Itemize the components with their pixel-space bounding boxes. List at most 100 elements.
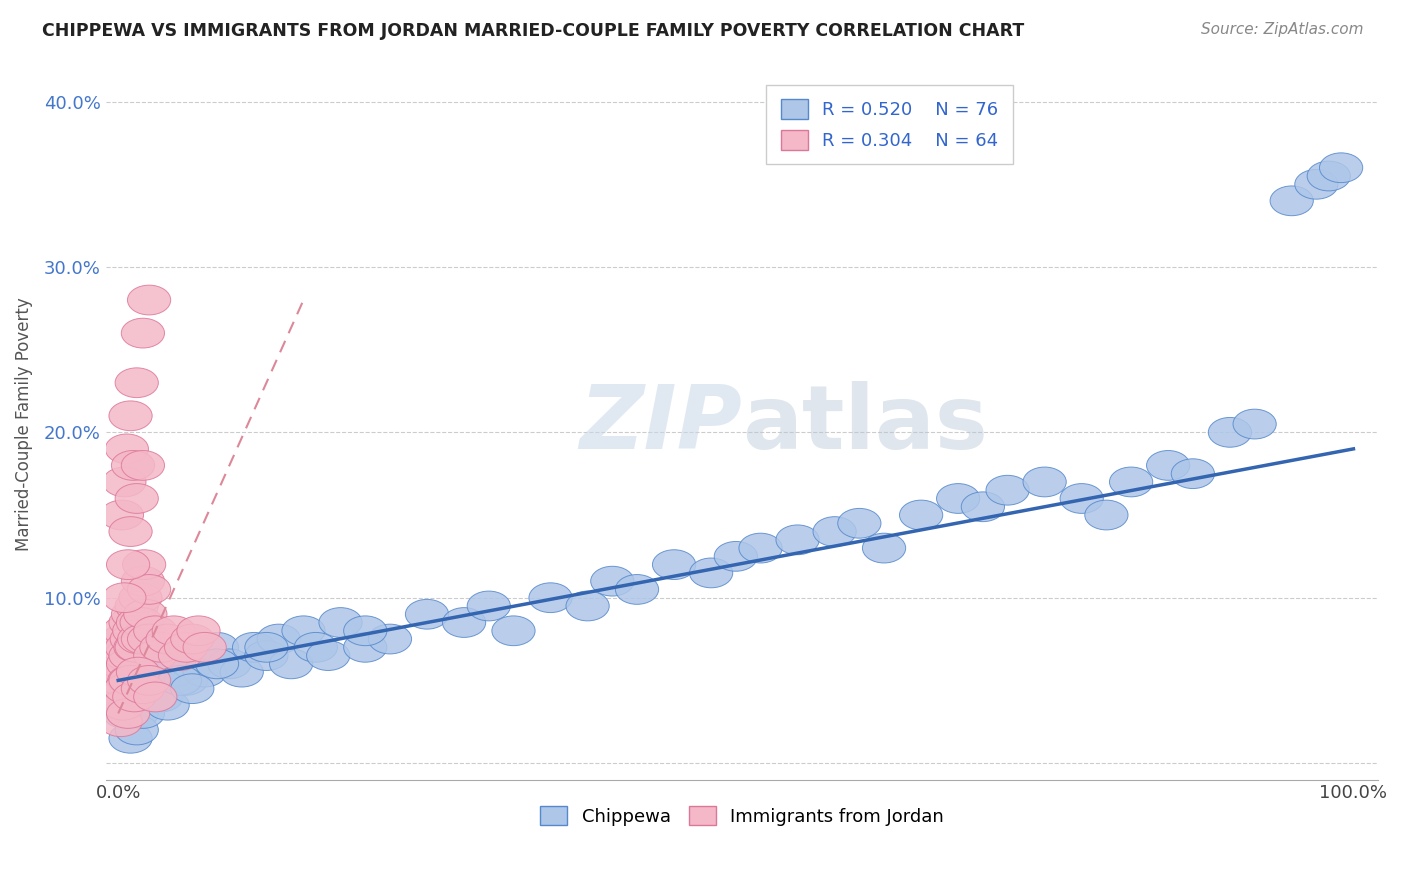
Ellipse shape	[368, 624, 412, 654]
Ellipse shape	[343, 632, 387, 662]
Ellipse shape	[121, 318, 165, 348]
Ellipse shape	[134, 682, 177, 712]
Ellipse shape	[115, 715, 159, 745]
Text: CHIPPEWA VS IMMIGRANTS FROM JORDAN MARRIED-COUPLE FAMILY POVERTY CORRELATION CHA: CHIPPEWA VS IMMIGRANTS FROM JORDAN MARRI…	[42, 22, 1025, 40]
Ellipse shape	[652, 549, 696, 580]
Ellipse shape	[862, 533, 905, 563]
Ellipse shape	[121, 624, 165, 654]
Ellipse shape	[740, 533, 782, 563]
Ellipse shape	[121, 698, 165, 729]
Ellipse shape	[112, 682, 156, 712]
Ellipse shape	[111, 450, 155, 480]
Ellipse shape	[103, 467, 146, 497]
Ellipse shape	[195, 649, 239, 679]
Ellipse shape	[128, 673, 170, 704]
Ellipse shape	[103, 615, 146, 646]
Ellipse shape	[962, 491, 1004, 522]
Ellipse shape	[108, 640, 152, 671]
Ellipse shape	[529, 582, 572, 613]
Ellipse shape	[124, 599, 167, 629]
Ellipse shape	[120, 607, 163, 638]
Ellipse shape	[107, 698, 149, 729]
Ellipse shape	[405, 599, 449, 629]
Ellipse shape	[128, 574, 170, 604]
Ellipse shape	[443, 607, 485, 638]
Ellipse shape	[159, 640, 201, 671]
Ellipse shape	[108, 401, 152, 431]
Ellipse shape	[136, 665, 180, 695]
Ellipse shape	[107, 549, 149, 580]
Ellipse shape	[1308, 161, 1350, 191]
Text: ZIP: ZIP	[579, 381, 742, 467]
Ellipse shape	[101, 632, 145, 662]
Ellipse shape	[319, 607, 363, 638]
Ellipse shape	[117, 607, 159, 638]
Ellipse shape	[107, 649, 149, 679]
Ellipse shape	[1060, 483, 1104, 514]
Ellipse shape	[343, 615, 387, 646]
Ellipse shape	[124, 649, 167, 679]
Ellipse shape	[1319, 153, 1362, 183]
Ellipse shape	[232, 632, 276, 662]
Ellipse shape	[114, 632, 157, 662]
Ellipse shape	[1270, 186, 1313, 216]
Ellipse shape	[159, 640, 201, 671]
Ellipse shape	[108, 607, 152, 638]
Ellipse shape	[134, 682, 177, 712]
Ellipse shape	[1171, 458, 1215, 489]
Ellipse shape	[128, 624, 170, 654]
Ellipse shape	[120, 682, 162, 712]
Ellipse shape	[115, 698, 159, 729]
Ellipse shape	[152, 615, 195, 646]
Ellipse shape	[1233, 409, 1277, 439]
Ellipse shape	[103, 698, 146, 729]
Y-axis label: Married-Couple Family Poverty: Married-Couple Family Poverty	[15, 297, 32, 551]
Ellipse shape	[1146, 450, 1189, 480]
Ellipse shape	[838, 508, 882, 538]
Ellipse shape	[131, 657, 174, 687]
Legend: Chippewa, Immigrants from Jordan: Chippewa, Immigrants from Jordan	[531, 797, 953, 835]
Ellipse shape	[108, 665, 150, 695]
Ellipse shape	[108, 690, 152, 720]
Ellipse shape	[100, 649, 143, 679]
Ellipse shape	[776, 524, 820, 555]
Ellipse shape	[139, 632, 183, 662]
Ellipse shape	[146, 624, 190, 654]
Ellipse shape	[111, 665, 155, 695]
Ellipse shape	[986, 475, 1029, 505]
Text: atlas: atlas	[742, 381, 988, 467]
Ellipse shape	[591, 566, 634, 596]
Ellipse shape	[117, 657, 159, 687]
Ellipse shape	[134, 640, 177, 671]
Ellipse shape	[98, 665, 142, 695]
Ellipse shape	[159, 665, 201, 695]
Ellipse shape	[134, 615, 177, 646]
Ellipse shape	[100, 640, 143, 671]
Ellipse shape	[139, 682, 183, 712]
Ellipse shape	[108, 723, 152, 753]
Ellipse shape	[101, 690, 145, 720]
Ellipse shape	[257, 624, 301, 654]
Ellipse shape	[1109, 467, 1153, 497]
Ellipse shape	[98, 657, 142, 687]
Text: Source: ZipAtlas.com: Source: ZipAtlas.com	[1201, 22, 1364, 37]
Ellipse shape	[115, 591, 159, 621]
Ellipse shape	[98, 682, 141, 712]
Ellipse shape	[1208, 417, 1251, 447]
Ellipse shape	[115, 368, 159, 398]
Ellipse shape	[108, 516, 152, 547]
Ellipse shape	[110, 624, 153, 654]
Ellipse shape	[714, 541, 758, 571]
Ellipse shape	[120, 582, 162, 613]
Ellipse shape	[170, 649, 214, 679]
Ellipse shape	[900, 500, 943, 530]
Ellipse shape	[245, 632, 288, 662]
Ellipse shape	[111, 599, 155, 629]
Ellipse shape	[689, 558, 733, 588]
Ellipse shape	[121, 665, 165, 695]
Ellipse shape	[567, 591, 609, 621]
Ellipse shape	[294, 632, 337, 662]
Ellipse shape	[307, 640, 350, 671]
Ellipse shape	[105, 632, 149, 662]
Ellipse shape	[108, 665, 152, 695]
